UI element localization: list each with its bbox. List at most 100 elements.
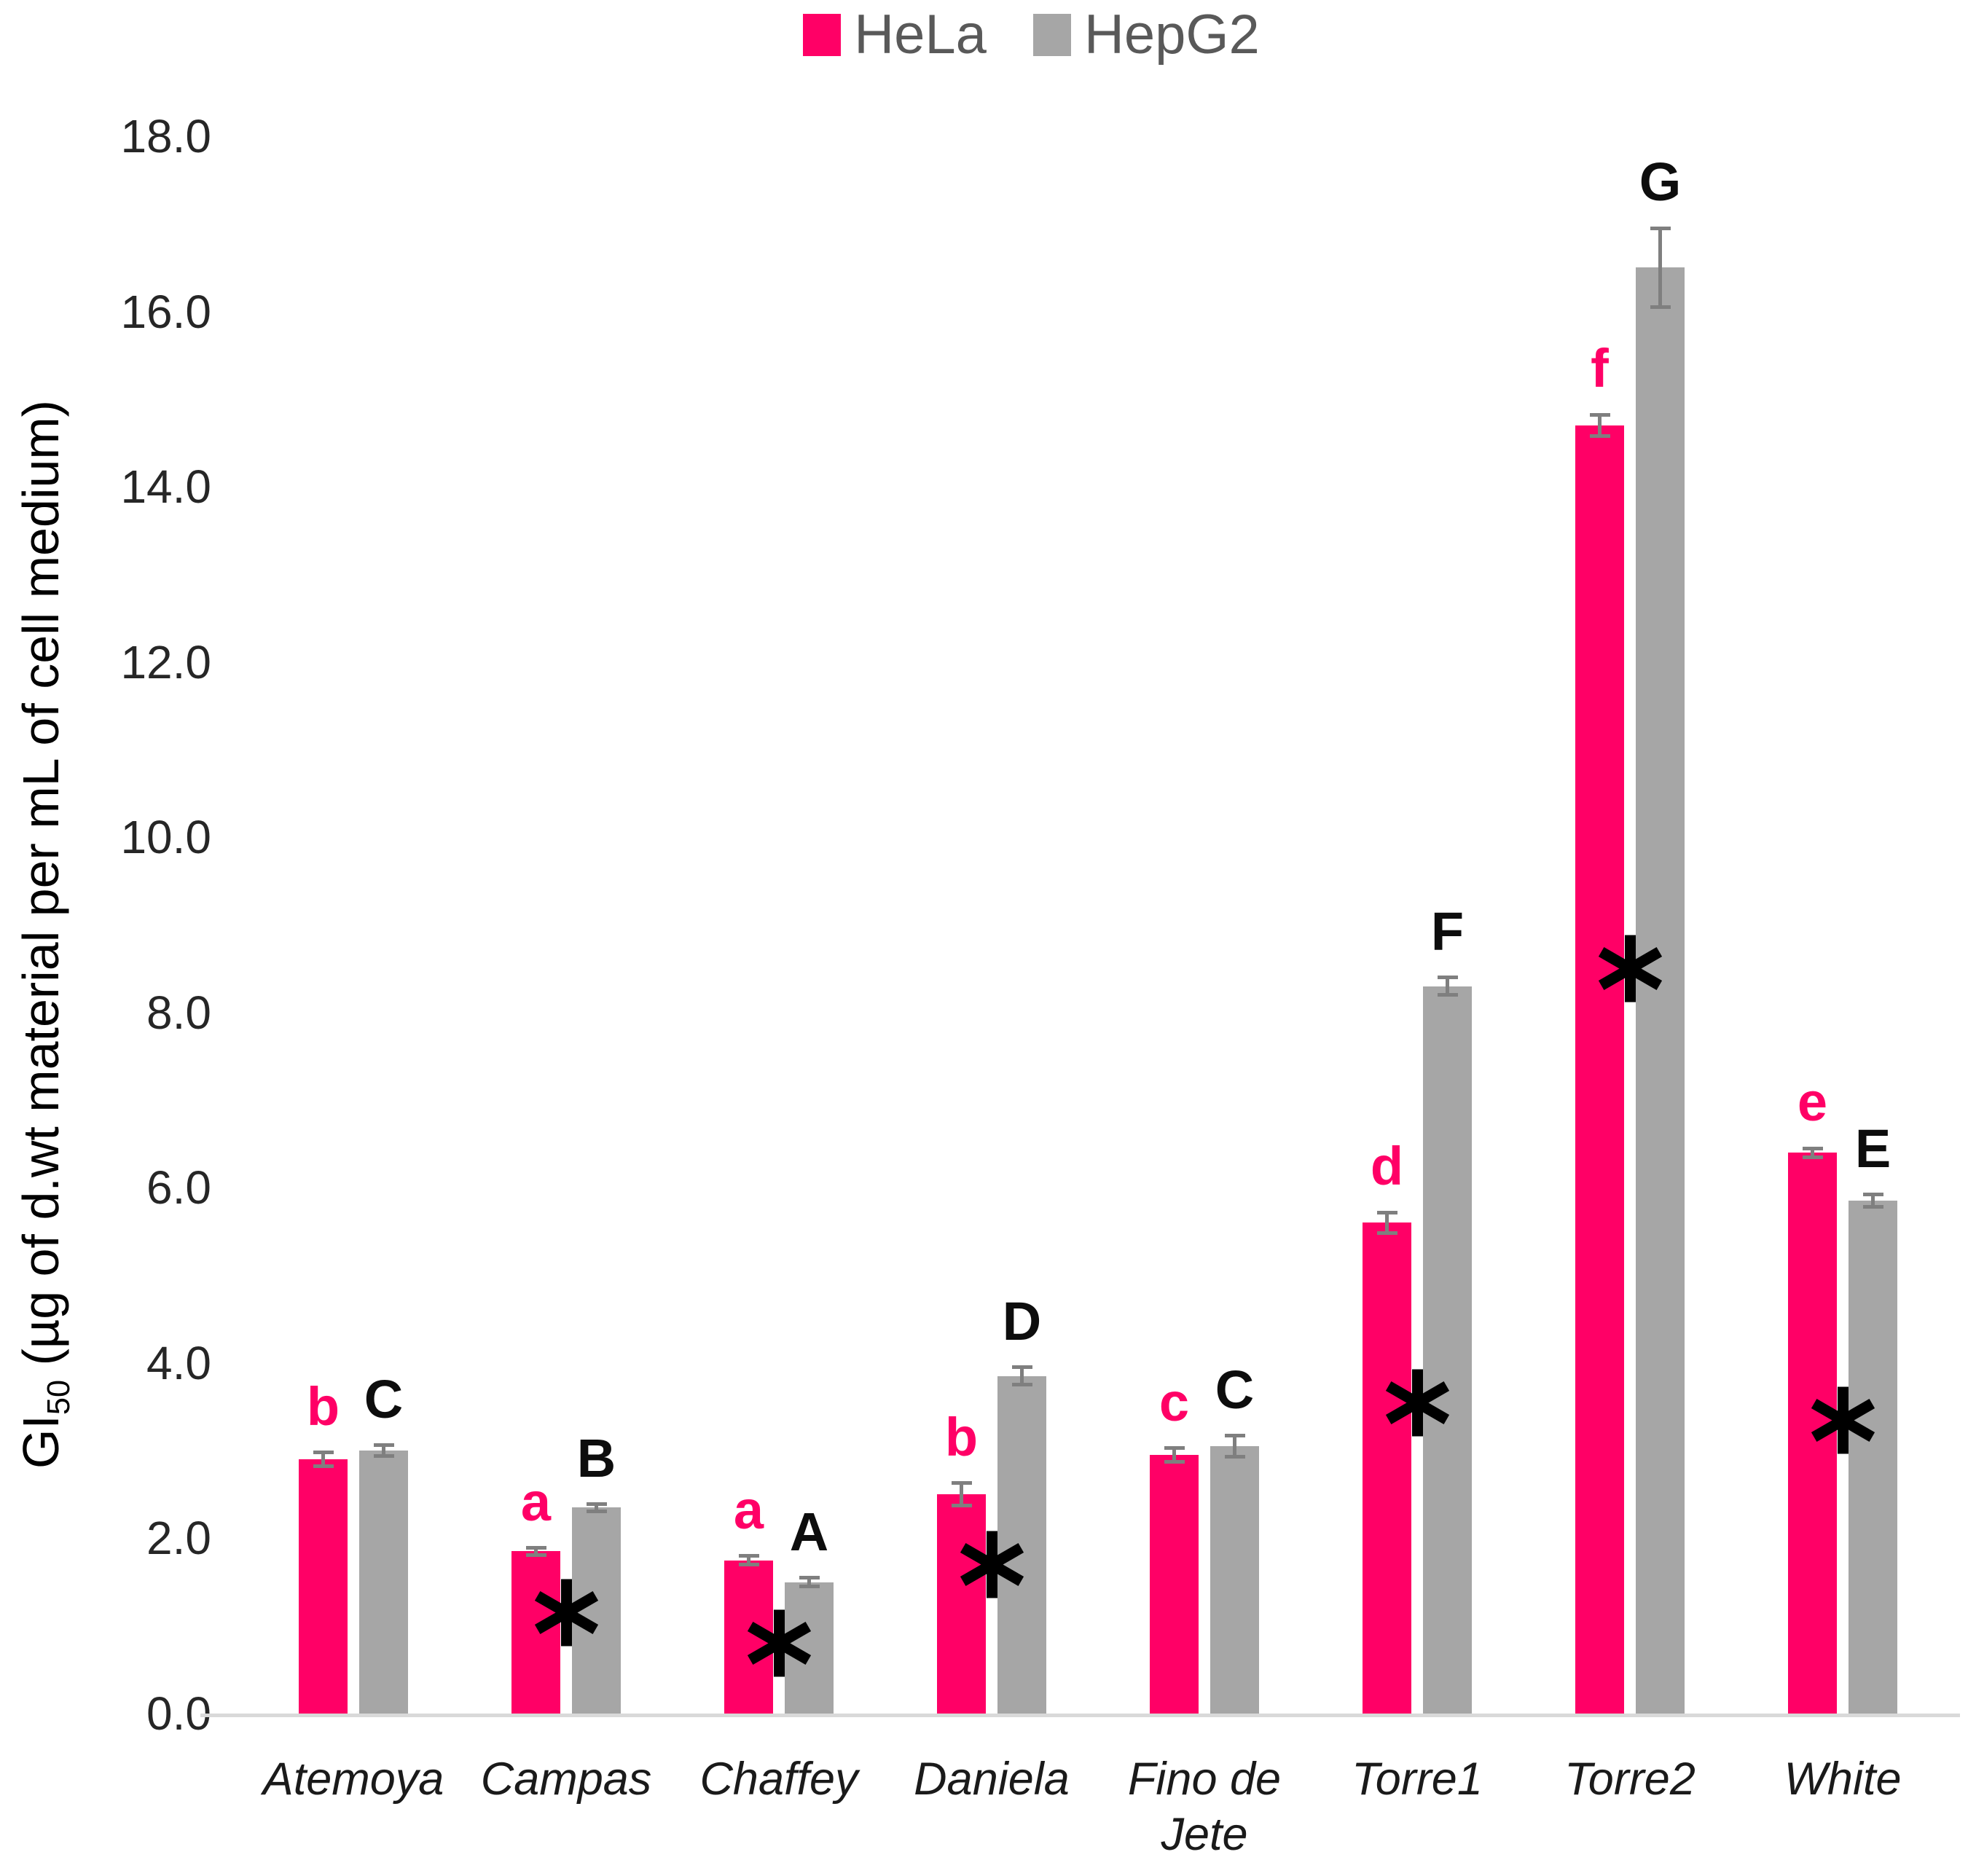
asterisk-icon [1598, 935, 1662, 1002]
x-tick-label-torre1: Torre1 [1352, 1754, 1483, 1805]
bar-hepg2-fino-de-jete [1210, 1446, 1259, 1714]
error-bar-cap [586, 1509, 607, 1513]
y-axis-title-prefix: GI [12, 1414, 69, 1469]
significance-letter-hela-fino-de-jete: c [1159, 1371, 1190, 1432]
error-bar [1233, 1435, 1236, 1457]
bar-hela-fino-de-jete [1150, 1455, 1199, 1714]
y-tick-label: 18.0 [120, 110, 211, 162]
chart-legend: HeLa HepG2 [0, 7, 1968, 63]
significance-letter-hepg2-torre2: G [1639, 152, 1682, 213]
significance-letter-hepg2-fino-de-jete: C [1215, 1359, 1255, 1420]
bar-hela-torre1 [1363, 1222, 1411, 1714]
significance-letter-hepg2-white: E [1854, 1118, 1891, 1179]
y-tick-label: 12.0 [120, 635, 211, 688]
error-bar-cap [313, 1464, 334, 1469]
error-bar-cap [1437, 993, 1458, 997]
error-bar [534, 1547, 538, 1555]
error-bar-cap [1589, 433, 1610, 438]
legend-label: HeLa [854, 4, 987, 66]
error-bar-cap [1011, 1383, 1032, 1387]
error-bar [321, 1452, 325, 1467]
error-bar-cap [525, 1546, 546, 1550]
error-bar [1811, 1148, 1814, 1158]
error-bar-cap [1862, 1193, 1883, 1197]
significance-letter-hepg2-campas: B [576, 1427, 616, 1488]
bar-hepg2-torre1 [1423, 986, 1472, 1714]
bar-hepg2-atemoya [359, 1451, 408, 1714]
error-bar-cap [313, 1451, 334, 1455]
error-bar-cap [1650, 305, 1671, 310]
bar-hela-atemoya [299, 1459, 348, 1714]
error-bar [1598, 415, 1602, 436]
significance-letter-hela-daniela: b [944, 1406, 979, 1467]
error-bar-cap [1650, 226, 1671, 230]
y-axis-title-units: (µg of d.wt material per mL of cell medi… [12, 399, 69, 1380]
bar-hepg2-torre2 [1636, 267, 1685, 1714]
significance-letter-hela-campas: a [520, 1471, 552, 1532]
error-bar-cap [1437, 976, 1458, 980]
bar-hepg2-daniela [997, 1375, 1046, 1714]
error-bar-cap [525, 1553, 546, 1557]
significance-letter-hela-torre1: d [1370, 1136, 1404, 1196]
error-bar-cap [373, 1443, 394, 1448]
error-bar-cap [799, 1576, 820, 1580]
error-bar-cap [1376, 1210, 1397, 1214]
error-bar [382, 1445, 385, 1456]
significance-letter-hela-white: e [1797, 1072, 1828, 1133]
y-tick-label: 4.0 [146, 1336, 211, 1389]
error-bar [1020, 1367, 1024, 1385]
significance-letter-hela-torre2: f [1591, 338, 1609, 399]
error-bar [1871, 1194, 1875, 1207]
error-bar [807, 1577, 811, 1587]
error-bar-cap [951, 1481, 972, 1486]
error-bar-cap [1376, 1231, 1397, 1236]
error-bar-cap [1802, 1155, 1823, 1159]
asterisk-icon [1811, 1386, 1875, 1454]
asterisk-icon [747, 1609, 811, 1677]
error-bar [1385, 1212, 1389, 1233]
error-bar-cap [373, 1453, 394, 1458]
y-tick-label: 2.0 [146, 1512, 211, 1565]
y-axis-title: GI50 (µg of d.wt material per mL of cell… [8, 146, 92, 1723]
error-bar-cap [738, 1563, 759, 1567]
x-tick-label-chaffey: Chaffey [699, 1754, 858, 1805]
error-bar-cap [1011, 1365, 1032, 1370]
significance-letter-hepg2-daniela: D [1002, 1290, 1042, 1351]
x-tick-label-campas: Campas [480, 1754, 652, 1805]
error-bar-cap [1164, 1460, 1185, 1464]
error-bar-cap [799, 1585, 820, 1589]
significance-letter-hepg2-chaffey: A [789, 1501, 829, 1562]
y-tick-label: 10.0 [120, 811, 211, 864]
legend-item-hepg2: HepG2 [1032, 4, 1260, 66]
legend-swatch-icon [1032, 14, 1071, 56]
error-bar-cap [951, 1504, 972, 1508]
significance-letter-hepg2-atemoya: C [364, 1368, 404, 1429]
error-bar [1172, 1448, 1176, 1462]
bar-hela-daniela [937, 1494, 986, 1714]
x-tick-label-fino-de-jete: Fino de Jete [1127, 1754, 1282, 1860]
y-tick-label: 6.0 [146, 1161, 211, 1214]
error-bar [1446, 977, 1449, 995]
error-bar [1658, 228, 1662, 307]
error-bar-cap [738, 1554, 759, 1558]
error-bar-cap [1164, 1446, 1185, 1451]
y-tick-label: 14.0 [120, 460, 211, 514]
y-tick-label: 16.0 [120, 285, 211, 338]
legend-swatch-icon [803, 14, 842, 56]
significance-letter-hela-atemoya: b [306, 1375, 340, 1437]
error-bar-cap [1224, 1455, 1245, 1459]
asterisk-icon [1385, 1369, 1449, 1436]
x-tick-label-atemoya: Atemoya [262, 1754, 444, 1805]
bar-hela-torre2 [1575, 425, 1624, 1714]
asterisk-icon [534, 1579, 598, 1647]
significance-letter-hepg2-torre1: F [1430, 900, 1465, 962]
y-tick-label: 8.0 [146, 986, 211, 1039]
legend-item-hela: HeLa [803, 7, 987, 63]
legend-label: HepG2 [1083, 4, 1260, 66]
x-tick-label-white: White [1784, 1754, 1902, 1805]
error-bar-cap [586, 1502, 607, 1507]
x-tick-label-daniela: Daniela [914, 1754, 1070, 1805]
x-tick-label-torre2: Torre2 [1564, 1754, 1695, 1805]
error-bar-cap [1224, 1434, 1245, 1438]
